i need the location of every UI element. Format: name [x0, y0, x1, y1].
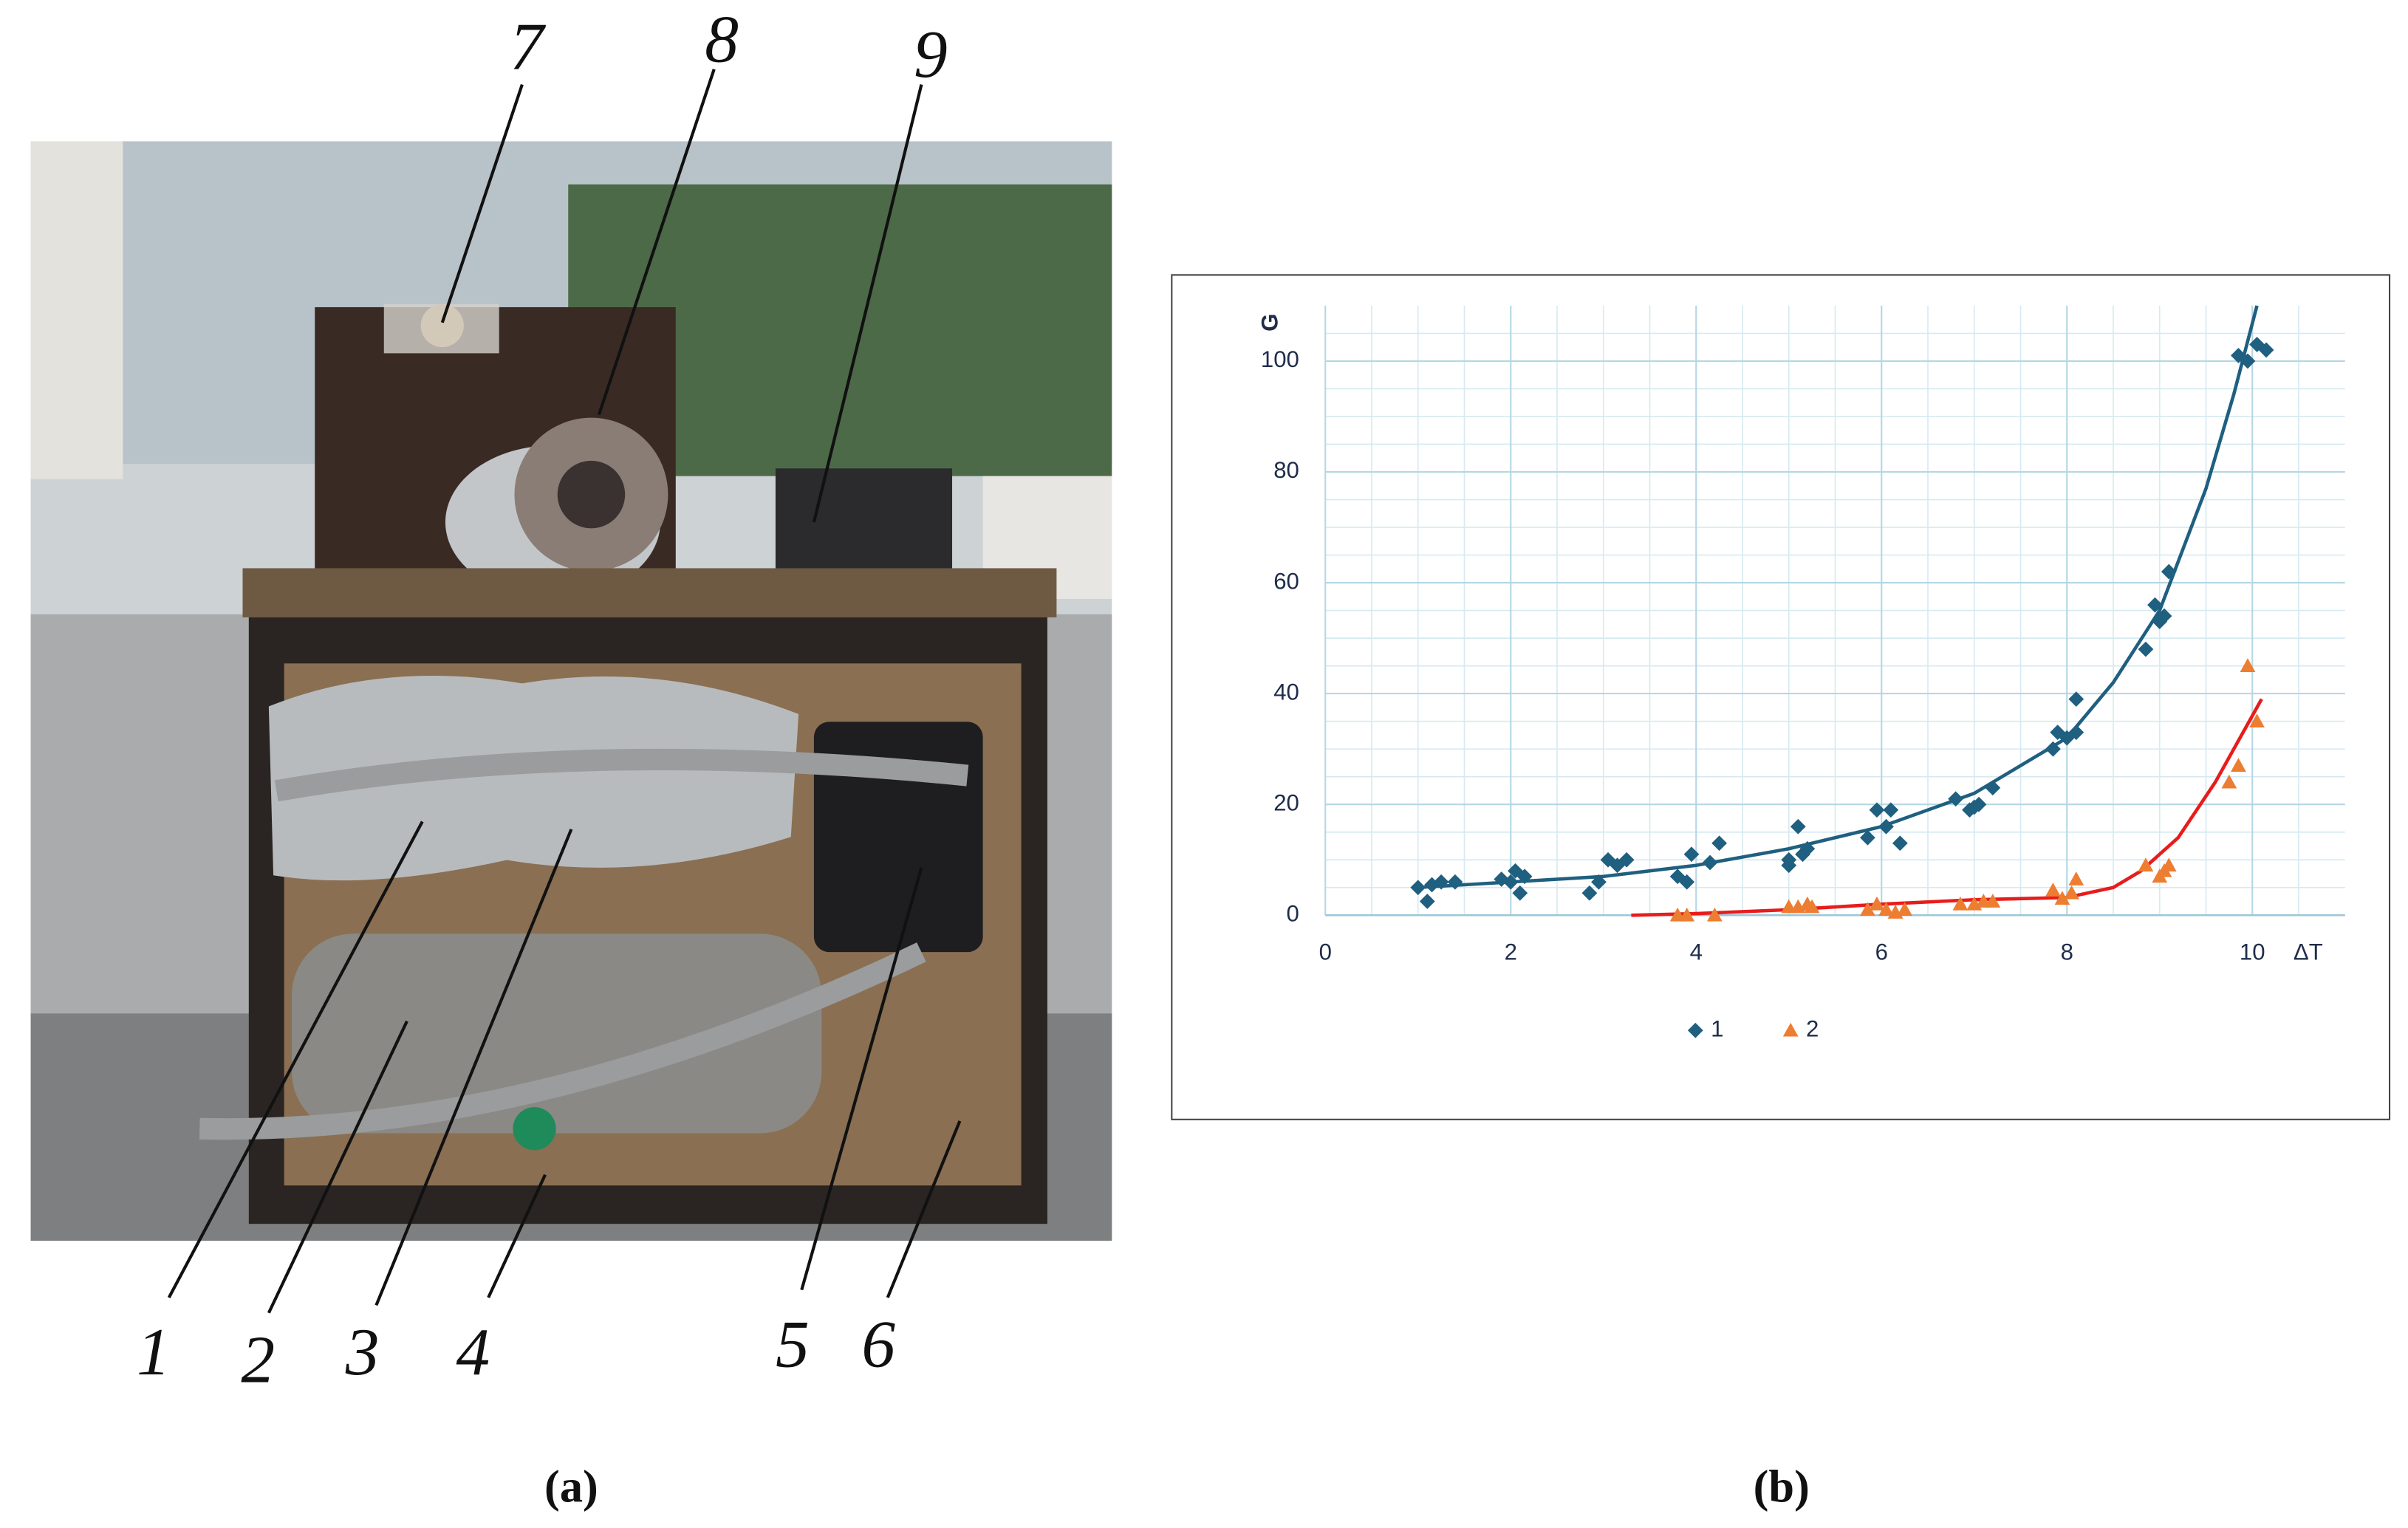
data-point: [1706, 907, 1723, 922]
data-point: [1897, 902, 1913, 917]
data-point: [2249, 713, 2265, 727]
photo-label: 7: [510, 9, 546, 84]
y-axis-label: G: [1257, 314, 1283, 332]
callout-line: [886, 1120, 962, 1298]
y-tick-label: 60: [1273, 568, 1299, 594]
data-point: [2045, 883, 2061, 897]
callout-line: [800, 867, 923, 1291]
data-point: [1591, 874, 1607, 890]
callout-line: [812, 84, 923, 523]
data-point: [1679, 874, 1695, 890]
data-point: [2068, 691, 2084, 708]
photo-label: 6: [861, 1306, 895, 1382]
caption: (b): [1754, 1461, 1810, 1512]
x-tick-label: 0: [1319, 939, 1332, 965]
photo-label: 1: [137, 1314, 171, 1389]
x-tick-label: 8: [2061, 939, 2073, 965]
callout-line: [267, 1020, 408, 1314]
photo-label: 8: [705, 1, 739, 76]
data-point: [2231, 758, 2246, 772]
data-point: [1878, 902, 1894, 917]
legend-label: 1: [1711, 1015, 1723, 1041]
data-point: [1892, 835, 1908, 852]
callout-line: [440, 83, 524, 323]
data-point: [1869, 802, 1885, 818]
data-point: [2045, 741, 2061, 757]
data-point: [1860, 829, 1875, 846]
data-point: [1502, 874, 1519, 890]
data-point: [1679, 907, 1695, 922]
data-point: [1799, 840, 1816, 857]
data-point: [2221, 774, 2237, 789]
photo-label: 2: [241, 1321, 275, 1397]
data-point: [2138, 641, 2154, 657]
legend-marker: [1687, 1022, 1703, 1038]
data-point: [2054, 891, 2070, 905]
photo-label: 9: [914, 16, 948, 92]
data-point: [2064, 885, 2079, 900]
data-point: [1508, 863, 1523, 879]
callouts: [167, 69, 962, 1314]
x-tick-label: 6: [1875, 939, 1888, 965]
data-point: [2147, 597, 2163, 613]
data-point: [1971, 796, 1987, 812]
y-tick-label: 40: [1273, 679, 1299, 705]
data-point: [1860, 902, 1875, 917]
data-point: [1804, 899, 1820, 914]
data-point: [1985, 894, 2001, 908]
data-point: [1618, 852, 1635, 868]
y-tick-label: 20: [1273, 789, 1299, 815]
data-point: [1883, 802, 1899, 818]
data-point: [1781, 852, 1797, 868]
callout-line: [374, 829, 573, 1306]
data-point: [2068, 871, 2084, 885]
x-axis-label: ΔT: [2294, 939, 2323, 965]
photo: [30, 141, 1112, 1241]
chart-frame: [1171, 274, 2391, 1120]
y-tick-label: 100: [1261, 346, 1299, 372]
data-point: [1433, 874, 1449, 890]
data-point: [2156, 608, 2172, 624]
data-point: [1711, 835, 1728, 852]
y-tick-label: 80: [1273, 457, 1299, 483]
caption: (a): [544, 1461, 598, 1512]
data-point: [1869, 896, 1885, 911]
data-point: [1952, 896, 1969, 911]
data-point: [2068, 724, 2084, 741]
data-point: [1702, 854, 1718, 871]
x-tick-label: 10: [2240, 939, 2265, 965]
legend-marker: [1782, 1022, 1799, 1037]
data-point: [1985, 780, 2001, 796]
callout-line: [597, 69, 716, 416]
photo-label: 4: [456, 1314, 490, 1389]
data-point: [1581, 885, 1598, 901]
y-tick-label: 0: [1287, 901, 1299, 927]
callout-line: [167, 820, 424, 1298]
data-point: [1410, 880, 1426, 896]
x-tick-label: 2: [1505, 939, 1517, 965]
data-point: [2161, 857, 2177, 872]
trend-line: [1417, 305, 2259, 890]
legend-label: 2: [1806, 1015, 1819, 1041]
x-tick-label: 4: [1690, 939, 1703, 965]
data-point: [1419, 894, 1435, 909]
photo-label: 3: [345, 1314, 380, 1389]
data-point: [2138, 857, 2154, 872]
data-point: [2240, 658, 2256, 672]
photo-label: 5: [776, 1306, 810, 1382]
callout-line: [487, 1174, 547, 1298]
trend-line: [1631, 698, 2263, 917]
